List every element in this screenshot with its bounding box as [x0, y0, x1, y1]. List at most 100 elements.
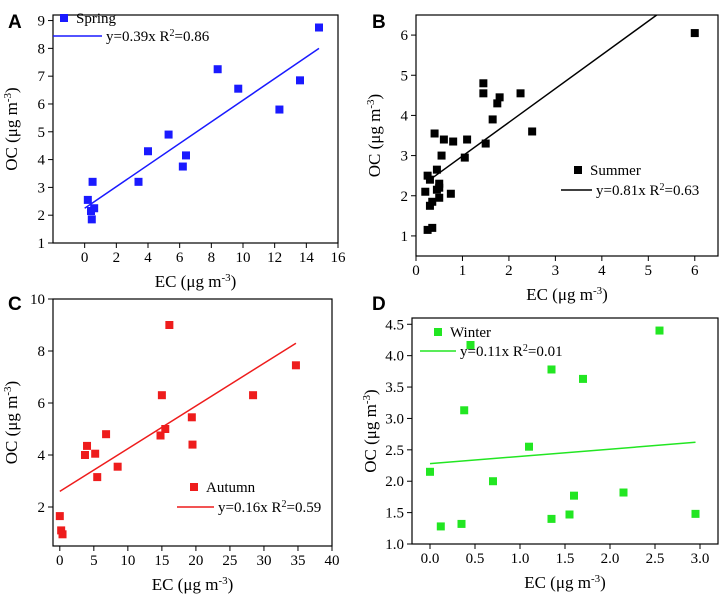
- data-point: [436, 522, 445, 531]
- legend-marker: [574, 166, 582, 174]
- data-point: [439, 135, 448, 144]
- y-tick-label: 3: [401, 149, 409, 165]
- y-tick-label: 8: [38, 344, 46, 360]
- x-tick-label: 6: [176, 250, 184, 266]
- x-tick-label: 10: [120, 553, 135, 569]
- x-tick-label: 0: [81, 250, 89, 266]
- data-point: [291, 361, 300, 370]
- x-tick-label: 4: [144, 250, 152, 266]
- x-tick-label: 15: [154, 553, 169, 569]
- x-tick-label: 3: [552, 263, 560, 279]
- x-tick-label: 0.5: [466, 551, 485, 567]
- data-point: [165, 321, 174, 329]
- x-label-text: EC (μg m: [524, 573, 591, 592]
- y-axis-label: OC (μg m-3): [365, 94, 384, 177]
- x-tick-label: 4: [598, 263, 606, 279]
- data-point: [449, 137, 458, 146]
- data-point: [460, 406, 469, 415]
- x-axis-label: EC (μg m-3): [526, 285, 608, 304]
- y-tick-label: 2: [38, 208, 46, 224]
- x-label-exponent: -3: [218, 575, 228, 587]
- y-tick-label: 4: [38, 153, 46, 169]
- x-label-text: EC (μg m: [155, 272, 222, 291]
- data-point: [466, 340, 475, 349]
- y-tick-label: 6: [38, 97, 46, 113]
- data-point: [58, 530, 67, 539]
- x-label-close: ): [228, 575, 234, 594]
- x-tick-label: 14: [299, 250, 315, 266]
- data-point: [55, 512, 64, 521]
- x-tick-label: 35: [290, 553, 305, 569]
- y-tick-label: 3.5: [385, 380, 404, 396]
- data-point: [493, 99, 502, 108]
- data-point: [315, 23, 323, 32]
- data-point: [463, 135, 472, 144]
- y-label-close: ): [2, 381, 21, 387]
- y-tick-label: 8: [38, 41, 46, 57]
- legend-equation: y=0.39x R2=0.86: [106, 28, 210, 46]
- data-point: [156, 431, 165, 440]
- y-tick-label: 5: [401, 68, 409, 84]
- fit-line: [429, 441, 696, 465]
- legend-r2-label: R: [646, 183, 660, 199]
- y-tick-label: 1: [38, 236, 46, 252]
- y-tick-label: 1.5: [385, 506, 404, 522]
- data-point: [495, 93, 504, 102]
- legend-r2-label: R: [156, 29, 170, 45]
- y-label-text: OC (μg m: [2, 102, 21, 171]
- data-point: [430, 129, 439, 138]
- x-label-exponent: -3: [593, 285, 603, 297]
- data-point: [690, 29, 699, 38]
- y-tick-label: 5: [38, 125, 46, 141]
- data-point: [88, 177, 97, 186]
- legend-r2-sup: 2: [523, 343, 528, 354]
- y-tick-label: 6: [401, 28, 409, 44]
- data-point: [457, 519, 466, 528]
- y-label-close: ): [365, 94, 384, 100]
- data-point: [565, 510, 574, 519]
- data-point: [87, 215, 96, 224]
- data-point: [83, 441, 92, 450]
- x-tick-label: 2: [505, 263, 513, 279]
- legend-r2-value: =0.59: [286, 500, 321, 516]
- data-point: [488, 115, 497, 124]
- x-label-exponent: -3: [591, 573, 601, 585]
- legend: Autumn y=0.16x R2=0.59: [177, 480, 321, 516]
- data-point: [423, 225, 432, 234]
- data-point: [213, 65, 222, 74]
- y-label-exponent: -3: [2, 386, 14, 396]
- legend-marker: [190, 483, 198, 491]
- data-point: [83, 195, 92, 204]
- x-axis-label: EC (μg m-3): [524, 573, 606, 592]
- legend-r2-sup: 2: [659, 182, 664, 193]
- data-point: [182, 151, 190, 160]
- data-point: [547, 365, 556, 374]
- data-point: [479, 79, 488, 88]
- data-point: [437, 151, 446, 160]
- x-tick-label: 3.0: [691, 551, 710, 567]
- data-point: [144, 147, 152, 156]
- y-tick-label: 2.5: [385, 443, 404, 459]
- y-tick-label: 4.0: [385, 349, 404, 365]
- x-tick-label: 25: [222, 553, 237, 569]
- legend-equation: y=0.81x R2=0.63: [596, 182, 699, 200]
- plot-frame: [415, 14, 719, 257]
- data-point: [516, 89, 525, 98]
- legend-equation: y=0.16x R2=0.59: [218, 499, 321, 517]
- y-tick-label: 10: [30, 292, 45, 308]
- x-tick-label: 10: [236, 250, 251, 266]
- data-point: [113, 462, 122, 471]
- data-point: [655, 326, 664, 335]
- y-label-close: ): [2, 87, 21, 93]
- data-point: [161, 425, 170, 433]
- data-point: [90, 204, 99, 213]
- data-point: [234, 84, 243, 93]
- legend-label: Spring: [76, 11, 117, 27]
- data-point: [178, 162, 187, 171]
- x-tick-label: 30: [256, 553, 271, 569]
- x-tick-label: 0: [56, 553, 64, 569]
- y-tick-label: 2.0: [385, 474, 404, 490]
